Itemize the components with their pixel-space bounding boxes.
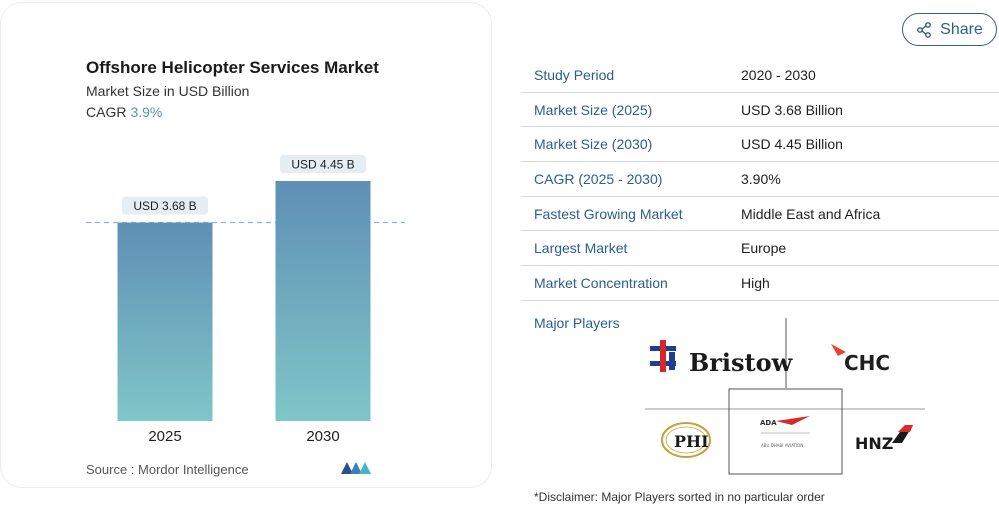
row-value: USD 4.45 Billion bbox=[741, 136, 843, 153]
bar-chart: USD 3.68 B 2025 USD 4.45 B 2030 bbox=[86, 155, 405, 445]
chart-source: Source : Mordor Intelligence bbox=[86, 462, 249, 477]
table-row: Study Period 2020 - 2030 bbox=[521, 58, 999, 93]
share-label: Share bbox=[940, 20, 983, 38]
table-row: Market Size (2030) USD 4.45 Billion bbox=[521, 127, 999, 163]
bar bbox=[275, 181, 371, 421]
row-key: Fastest Growing Market bbox=[534, 205, 683, 222]
row-key: Study Period bbox=[534, 66, 615, 83]
row-key: Market Size (2030) bbox=[534, 136, 653, 153]
row-value: Middle East and Africa bbox=[741, 205, 881, 222]
x-tick-label: 2025 bbox=[148, 428, 181, 445]
table-row: Market Concentration High bbox=[521, 266, 999, 301]
table-row: Largest Market Europe bbox=[521, 231, 999, 267]
table-row: Fastest Growing Market Middle East and A… bbox=[521, 197, 999, 232]
table-row: Market Size (2025) USD 3.68 Billion bbox=[521, 93, 999, 128]
row-key: Market Concentration bbox=[534, 274, 668, 291]
row-value: 3.90% bbox=[741, 170, 781, 187]
row-key: Market Size (2025) bbox=[534, 101, 653, 118]
chart-title: Offshore Helicopter Services Market bbox=[86, 58, 379, 77]
market-summary-table: Study Period 2020 - 2030 Market Size (20… bbox=[521, 58, 999, 301]
chart-card bbox=[0, 2, 492, 488]
disclaimer-text: *Disclaimer: Major Players sorted in no … bbox=[534, 490, 825, 504]
chc-logo-icon: CHC bbox=[831, 344, 890, 375]
table-row: CAGR (2025 - 2030) 3.90% bbox=[521, 162, 999, 197]
x-tick-label: 2030 bbox=[306, 428, 339, 445]
svg-text:ABU DHABI AVIATION: ABU DHABI AVIATION bbox=[761, 443, 803, 448]
cagr-label: CAGR bbox=[86, 104, 127, 120]
row-key: CAGR (2025 - 2030) bbox=[534, 170, 663, 187]
data-label-background bbox=[122, 196, 208, 215]
row-value: 2020 - 2030 bbox=[741, 66, 816, 83]
cagr-line: CAGR 3.9% bbox=[86, 104, 162, 120]
svg-text:CHC: CHC bbox=[844, 351, 890, 375]
phi-logo-icon: PHI bbox=[661, 422, 711, 458]
data-label-background bbox=[280, 155, 366, 173]
svg-text:PHI: PHI bbox=[674, 432, 709, 451]
major-players-label: Major Players bbox=[534, 315, 620, 331]
bristow-logo-icon: Bristow bbox=[650, 340, 794, 377]
row-key: Largest Market bbox=[534, 240, 628, 257]
ada-logo-icon: ADA ABU DHABI AVIATION bbox=[760, 416, 810, 448]
svg-text:Bristow: Bristow bbox=[689, 348, 794, 377]
row-value: Europe bbox=[741, 240, 787, 257]
row-value: USD 3.68 Billion bbox=[741, 101, 843, 118]
bar bbox=[117, 222, 213, 421]
data-label: USD 3.68 B bbox=[133, 199, 196, 213]
row-value: High bbox=[741, 274, 770, 291]
share-button[interactable]: Share bbox=[902, 13, 997, 46]
cagr-value: 3.9% bbox=[130, 104, 163, 120]
svg-text:ADA: ADA bbox=[760, 419, 777, 427]
svg-text:HNZ: HNZ bbox=[855, 434, 893, 453]
chart-subtitle: Market Size in USD Billion bbox=[86, 83, 250, 99]
hnz-logo-icon: HNZ bbox=[855, 425, 913, 453]
mordor-intelligence-logo-icon bbox=[341, 462, 371, 474]
data-label: USD 4.45 B bbox=[291, 158, 354, 172]
share-icon bbox=[917, 21, 932, 38]
